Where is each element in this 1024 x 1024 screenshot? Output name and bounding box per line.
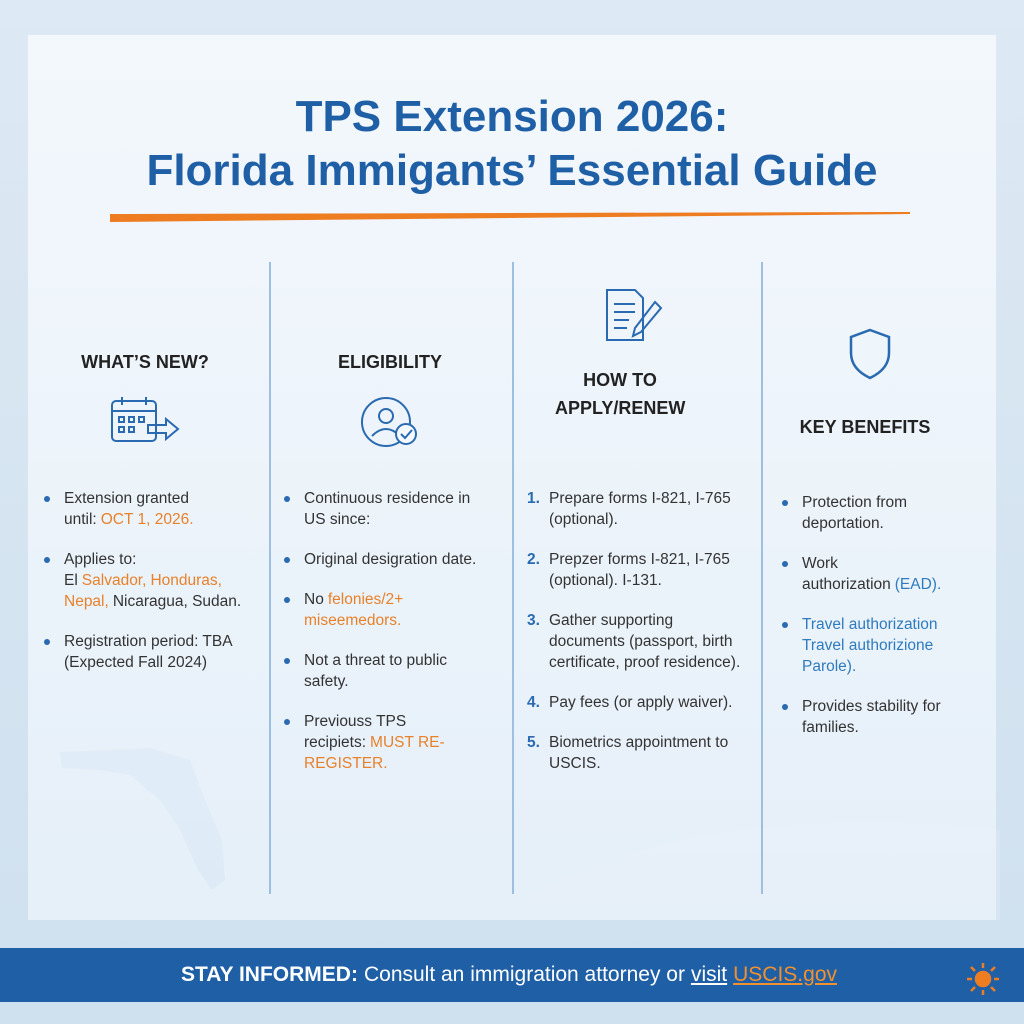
- item-text: Honduras, Nepal,: [64, 572, 222, 610]
- footer-text: STAY INFORMED:: [181, 963, 358, 986]
- item-text: Pay fees (or apply waiver).: [549, 694, 733, 711]
- bullet: [782, 704, 788, 710]
- item-text: Salvador,: [81, 572, 147, 589]
- item-text: Gather supporting documents (passport, b…: [549, 612, 741, 671]
- form-icon: [606, 289, 663, 341]
- item-text: (EAD).: [894, 576, 942, 593]
- item-text: Applies to: El: [64, 551, 137, 589]
- list-item: Continuous residence in US since:: [282, 488, 492, 530]
- item-text: Prepzer forms I-821, I-765 (optional). I…: [549, 551, 730, 589]
- item-number: 1.: [527, 490, 540, 507]
- item-list: Protection from deportation. Work authori…: [780, 492, 970, 757]
- item-text: Protection from deportation.: [802, 494, 908, 532]
- item-number: 5.: [527, 734, 540, 751]
- list-item: Applies to: El Salvador, Honduras, Nepal, N…: [42, 549, 247, 612]
- item-text: Biometrics appointment to USCIS.: [549, 734, 729, 772]
- bullet: [44, 557, 50, 563]
- item-text: Extension granted until:: [64, 490, 189, 528]
- list-item: Not a threat to public safety.: [282, 650, 492, 692]
- item-text: Travel authorization Travel authorizione…: [802, 616, 938, 675]
- bullet: [44, 496, 50, 502]
- footer-text: visit: [690, 963, 728, 986]
- item-list: 1. Prepare forms I-821, I-765 (optional).…: [527, 488, 752, 793]
- column-heading: ELIGIBILITY: [337, 352, 442, 372]
- item-text: Prepare forms I-821, I-765 (optional).: [549, 490, 731, 528]
- list-item: Registration period: TBA (Expected Fall …: [42, 631, 247, 673]
- bullet: [782, 622, 788, 628]
- item-number: 4.: [527, 694, 540, 711]
- list-item: Work authorization (EAD).: [780, 553, 970, 595]
- list-item: 4. Pay fees (or apply waiver).: [527, 692, 752, 713]
- sun-icon: [967, 963, 999, 995]
- bullet: [284, 496, 290, 502]
- list-item: 2. Prepzer forms I-821, I-765 (optional).…: [527, 549, 752, 591]
- eligibility-icon: [361, 397, 417, 447]
- column-heading: HOW TO APPLY/RENEW: [555, 370, 686, 418]
- list-item: 1. Prepare forms I-821, I-765 (optional).: [527, 488, 752, 530]
- footer-text: Consult an immigration attorney or: [363, 963, 685, 986]
- shield-icon: [849, 328, 891, 380]
- item-list: Continuous residence in US since: Origina…: [282, 488, 492, 793]
- column-divider: [269, 262, 271, 894]
- bullet: [284, 557, 290, 563]
- title-line: TPS Extension 2026:: [295, 92, 729, 141]
- list-item: Protection from deportation.: [780, 492, 970, 534]
- list-item: No felonies/2+ miseemedors.: [282, 589, 492, 631]
- item-text: Previouss TPS recipiets:: [304, 713, 407, 751]
- list-item: 3. Gather supporting documents (passport,…: [527, 610, 752, 673]
- title-underline: [110, 212, 910, 222]
- item-text: Work authorization: [802, 555, 891, 593]
- list-item: Travel authorization Travel authorizione…: [780, 614, 970, 677]
- list-item: Extension granted until: OCT 1, 2026.: [42, 488, 247, 530]
- column-heading: WHAT’S NEW?: [81, 352, 209, 372]
- column-divider: [761, 262, 763, 894]
- list-item: Previouss TPS recipiets: MUST RE-REGISTER…: [282, 711, 492, 774]
- footer-link[interactable]: USCIS.gov: [733, 963, 837, 986]
- item-number: 3.: [527, 612, 540, 629]
- title-line: Florida Immigants’ Essential Guide: [146, 146, 878, 195]
- item-text: Original desigration date.: [304, 551, 477, 568]
- bullet: [284, 658, 290, 664]
- item-text: Nicaragua, Sudan.: [112, 593, 242, 610]
- calendar-icon: [111, 397, 180, 442]
- item-text: Continuous residence in US since:: [304, 490, 471, 528]
- bullet: [782, 500, 788, 506]
- list-item: Provides stability for families.: [780, 696, 970, 738]
- item-text: MUST RE-REGISTER.: [304, 734, 445, 772]
- item-text: Provides stability for families.: [802, 698, 941, 736]
- item-text: felonies/2+ miseemedors.: [304, 591, 404, 629]
- list-item: Original desigration date.: [282, 549, 492, 570]
- bullet: [782, 561, 788, 567]
- item-text: Not a threat to public safety.: [304, 652, 448, 690]
- column-heading: KEY BENEFITS: [799, 417, 931, 437]
- footer-bar: STAY INFORMED: Consult an immigration att…: [0, 948, 1024, 1002]
- column-divider: [512, 262, 514, 894]
- item-text: OCT 1, 2026.: [100, 511, 194, 528]
- item-number: 2.: [527, 551, 540, 568]
- list-item: 5. Biometrics appointment to USCIS.: [527, 732, 752, 774]
- bullet: [284, 597, 290, 603]
- item-list: Extension granted until: OCT 1, 2026. Appl…: [42, 488, 247, 692]
- bullet: [284, 719, 290, 725]
- bullet: [44, 639, 50, 645]
- item-text: No: [304, 591, 324, 608]
- item-text: Registration period: TBA (Expected Fall …: [64, 633, 232, 671]
